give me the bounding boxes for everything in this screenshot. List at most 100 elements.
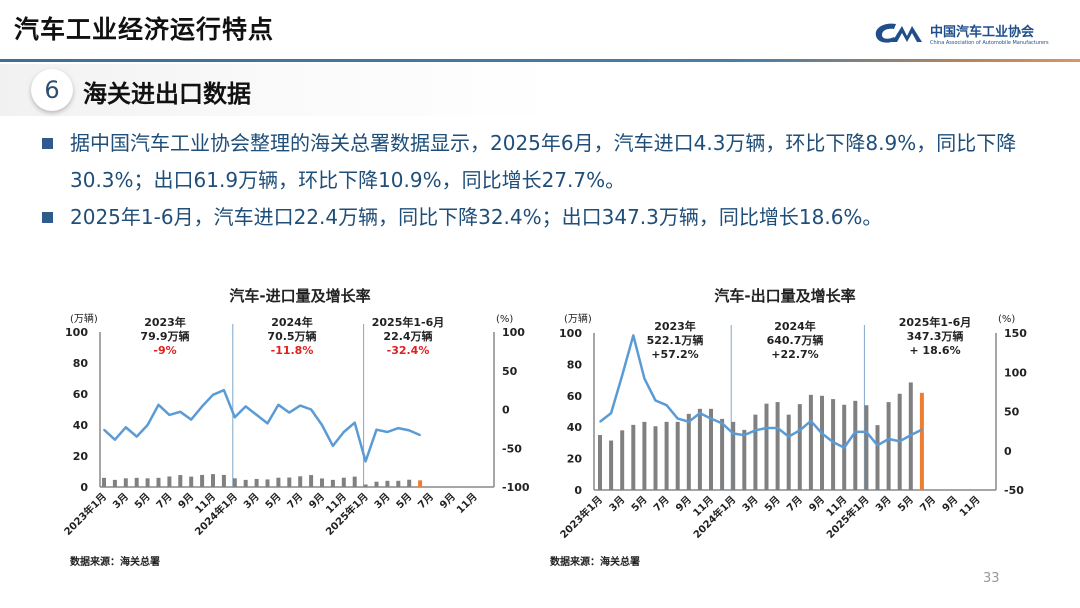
growth-rate-point	[353, 421, 356, 424]
volume-bar	[330, 479, 335, 487]
growth-rate-point	[332, 445, 334, 447]
x-tick-label: 2023年1月	[61, 490, 109, 538]
year-annotation: -11.8%	[271, 344, 314, 357]
bullet-item: 据中国汽车工业协会整理的海关总署数据显示，2025年6月，汽车进口4.3万辆，环…	[40, 125, 1060, 199]
growth-rate-point	[419, 434, 421, 436]
volume-bar	[211, 474, 215, 487]
growth-rate-point	[179, 411, 182, 413]
right-tick-label: 0	[1004, 445, 1012, 458]
growth-rate-point	[288, 411, 291, 414]
volume-bar	[697, 408, 702, 490]
growth-rate-point	[310, 408, 312, 411]
growth-rate-point	[277, 404, 280, 406]
growth-rate-point	[699, 412, 701, 414]
left-axis-unit: (万辆)	[70, 312, 98, 325]
year-annotation: +57.2%	[651, 348, 698, 361]
growth-rate-point	[810, 420, 812, 422]
left-tick-label: 60	[73, 388, 89, 401]
x-tick-label: 7月	[651, 494, 671, 514]
bullet-text: 2025年1-6月，汽车进口22.4万辆，同比下降32.4%；出口347.3万辆…	[70, 205, 883, 229]
left-tick-label: 60	[567, 390, 583, 403]
year-annotation: 522.1万辆	[647, 333, 704, 347]
growth-rate-point	[201, 405, 203, 408]
right-tick-label: -50	[1004, 484, 1024, 497]
volume-bar	[200, 474, 205, 487]
x-tick-label: 2023年1月	[557, 493, 605, 541]
page-number: 33	[983, 571, 1000, 586]
x-tick-label: 7月	[918, 494, 938, 514]
volume-bar	[363, 484, 368, 487]
section-banner	[0, 64, 560, 116]
logo-text-en: China Association of Automobile Manufact…	[930, 40, 1049, 46]
growth-rate-point	[168, 414, 171, 416]
volume-bar	[775, 402, 780, 490]
volume-bar	[875, 425, 880, 490]
growth-rate-point	[787, 435, 790, 438]
volume-bar	[232, 478, 237, 487]
volume-bar	[919, 392, 924, 490]
growth-rate-point	[799, 429, 801, 432]
volume-bar	[341, 477, 346, 487]
left-tick-label: 100	[559, 327, 582, 340]
growth-rate-point	[125, 426, 127, 429]
growth-rate-point	[898, 440, 901, 443]
left-tick-label: 40	[567, 421, 583, 434]
volume-bar	[786, 414, 791, 490]
volume-bar	[298, 476, 303, 487]
growth-rate-point	[743, 434, 746, 436]
x-tick-label: 5月	[895, 494, 915, 514]
right-tick-label: 0	[502, 404, 510, 417]
section-number: 6	[31, 69, 73, 111]
growth-rate-point	[643, 377, 646, 380]
header-divider	[0, 59, 1080, 62]
bullet-square-icon	[42, 212, 53, 223]
growth-rate-point	[266, 422, 269, 425]
volume-bar	[385, 480, 390, 487]
right-tick-label: 100	[502, 326, 525, 339]
volume-bar	[374, 481, 379, 487]
growth-rate-point	[244, 405, 247, 408]
year-annotation: 79.9万辆	[140, 329, 189, 343]
growth-rate-point	[832, 441, 834, 443]
volume-bar	[134, 477, 139, 487]
growth-rate-point	[854, 431, 857, 433]
growth-rate-point	[821, 432, 823, 435]
left-axis-unit: (万辆)	[564, 312, 592, 325]
growth-rate-point	[921, 428, 923, 431]
left-tick-label: 40	[73, 419, 89, 432]
left-tick-label: 20	[73, 450, 89, 463]
import-chart: 汽车-进口量及增长率 (万辆) (%) 0 20 40 60 80 100 -100 -50 0 50 1…	[61, 287, 530, 568]
volume-bar	[864, 405, 869, 490]
logo-text-cn: 中国汽车工业协会	[930, 25, 1035, 40]
growth-rate-point	[146, 424, 149, 426]
x-tick-label: 3月	[740, 494, 760, 514]
volume-bar	[598, 435, 602, 490]
growth-rate-point	[599, 420, 601, 423]
x-tick-label: 7月	[154, 491, 174, 511]
growth-rate-point	[343, 431, 345, 433]
growth-rate-point	[386, 431, 389, 433]
x-tick-label: 5月	[629, 494, 649, 514]
growth-rate-point	[843, 446, 845, 449]
volume-bar	[753, 414, 758, 490]
volume-bar	[112, 479, 117, 487]
year-annotation: 2023年	[654, 319, 696, 333]
year-annotation: 22.4万辆	[383, 329, 432, 343]
growth-rate-point	[654, 399, 657, 402]
growth-rate-point	[876, 444, 879, 447]
chart-title: 汽车-出口量及增长率	[714, 287, 855, 305]
volume-bar	[396, 480, 401, 487]
right-axis-unit: (%)	[998, 314, 1015, 325]
caam-logo: 中国汽车工业协会 China Association of Automobile…	[874, 16, 1054, 52]
growth-rate-point	[321, 424, 323, 426]
year-annotation: 2024年	[271, 315, 313, 329]
right-tick-label: 100	[1004, 366, 1027, 379]
left-tick-label: 100	[65, 326, 88, 339]
growth-rate-point	[610, 412, 612, 414]
year-annotation: 2025年1-6月	[899, 315, 972, 329]
bullet-list: 据中国汽车工业协会整理的海关总署数据显示，2025年6月，汽车进口4.3万辆，环…	[40, 125, 1060, 236]
growth-rate-point	[299, 404, 301, 407]
volume-bar	[642, 421, 647, 490]
x-tick-label: 11月	[454, 491, 479, 516]
left-tick-label: 0	[80, 481, 88, 494]
